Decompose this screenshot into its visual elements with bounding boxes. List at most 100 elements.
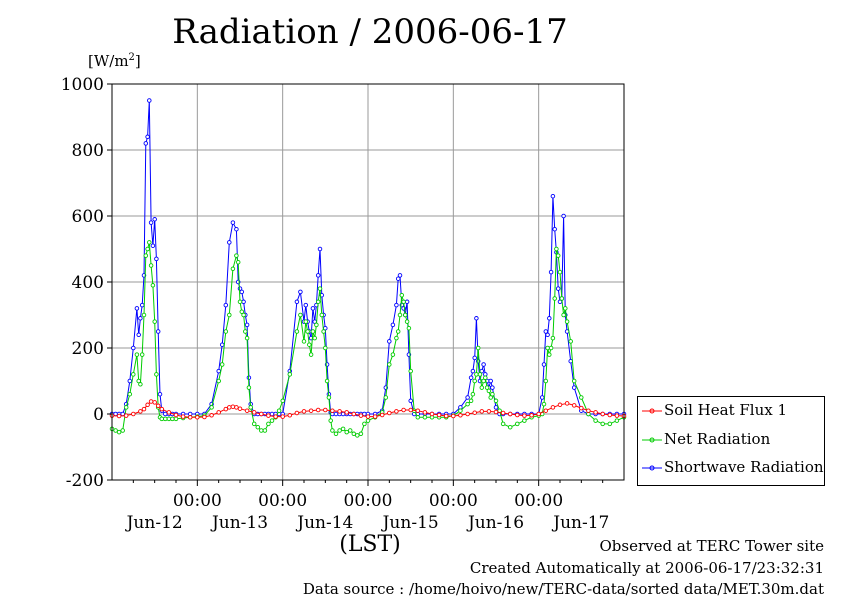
data-point (333, 431, 339, 437)
data-point (223, 406, 229, 412)
data-point (230, 220, 236, 225)
data-point (113, 428, 118, 433)
data-point (239, 289, 245, 295)
data-point (301, 409, 307, 414)
data-point (123, 405, 129, 410)
data-point (234, 405, 239, 410)
data-point (155, 329, 161, 334)
data-point (243, 329, 248, 334)
footer-created-time: Created Automatically at 2006-06-17/23:3… (469, 559, 824, 577)
data-point (579, 395, 584, 400)
data-point (472, 355, 477, 361)
data-point (470, 368, 476, 374)
legend-marker-red (642, 408, 662, 414)
data-point (507, 424, 513, 430)
y-tick-label: 800 (72, 141, 104, 161)
data-point (303, 302, 309, 308)
data-point (408, 398, 413, 404)
day-label: Jun-13 (210, 513, 268, 533)
data-point (347, 428, 353, 433)
data-point (401, 299, 406, 305)
data-point (209, 413, 214, 418)
data-point (251, 410, 257, 415)
data-point (387, 410, 392, 416)
data-point (422, 410, 428, 415)
data-point (244, 335, 250, 341)
data-point (155, 403, 161, 409)
data-point (472, 410, 477, 415)
data-point (362, 421, 367, 427)
data-point (237, 299, 243, 305)
data-point (383, 395, 389, 400)
data-point (136, 378, 141, 384)
data-point (395, 329, 401, 334)
data-point (550, 405, 556, 410)
data-point (557, 269, 563, 275)
data-point (465, 411, 470, 417)
data-point (586, 408, 591, 413)
data-point (150, 243, 156, 248)
data-point (237, 406, 243, 411)
data-point (539, 395, 545, 400)
x-tick-label: 00:00 (514, 491, 563, 511)
data-point (230, 266, 236, 272)
data-point (223, 329, 229, 334)
data-point (465, 401, 470, 407)
data-point (324, 378, 330, 384)
data-point (195, 415, 200, 420)
data-point (163, 411, 168, 417)
data-point (493, 409, 499, 415)
data-point (216, 368, 221, 374)
data-point (541, 401, 547, 407)
axis-tick-labels: -200 0 200 400 600 800 1000 00:00 00:00 00:00 00:0… (61, 75, 610, 533)
data-point (280, 398, 285, 404)
day-label: Jun-12 (125, 513, 183, 533)
data-point (337, 428, 342, 433)
y-tick-label: 600 (72, 207, 104, 227)
data-point (404, 319, 410, 324)
data-point (235, 259, 241, 265)
data-point (387, 362, 392, 367)
data-point (422, 415, 428, 420)
data-point (326, 395, 332, 400)
data-point (548, 345, 554, 351)
data-point (202, 414, 207, 420)
data-point (266, 421, 271, 427)
data-point (541, 362, 547, 367)
data-point (180, 414, 186, 419)
data-point (355, 433, 360, 438)
data-point (294, 410, 300, 416)
unit-close: ] (134, 52, 141, 70)
data-point (415, 408, 421, 413)
data-point (490, 385, 495, 390)
data-point (143, 253, 149, 258)
legend-marker-blue (642, 465, 662, 471)
data-point (273, 414, 278, 419)
data-point (614, 418, 620, 423)
data-point (552, 296, 557, 301)
data-point (479, 385, 485, 390)
data-point (468, 375, 474, 380)
data-point (470, 391, 476, 397)
data-point (294, 299, 300, 305)
data-point (163, 416, 168, 422)
unit-exponent: 2 (128, 52, 135, 63)
data-point (298, 289, 303, 295)
data-point (563, 306, 568, 311)
data-point (564, 319, 570, 324)
y-tick-label: 200 (72, 339, 104, 359)
data-point (154, 256, 159, 262)
data-point (379, 412, 385, 418)
data-point (131, 345, 136, 351)
data-point (484, 385, 490, 390)
legend: Soil Heat Flux 1 Net Radiation Shortwave… (637, 396, 825, 486)
data-point (571, 378, 577, 384)
data-point (481, 362, 486, 367)
data-point (600, 411, 605, 417)
data-point (305, 329, 310, 334)
data-point (330, 408, 335, 413)
data-point (152, 217, 157, 222)
data-point (333, 411, 339, 417)
data-point (323, 345, 328, 351)
data-point (395, 276, 401, 281)
